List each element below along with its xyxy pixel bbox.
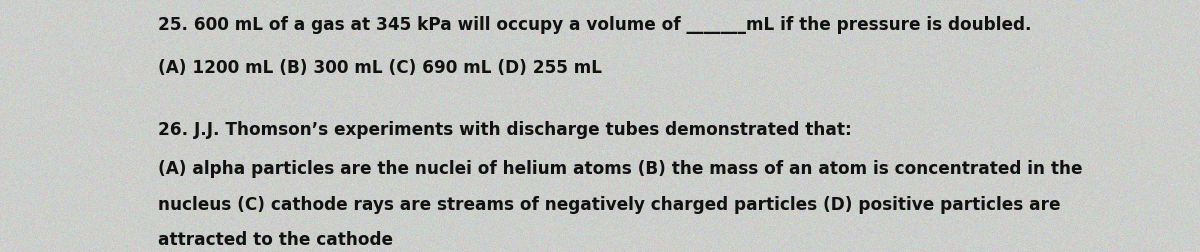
Text: nucleus (C) cathode rays are streams of negatively charged particles (D) positiv: nucleus (C) cathode rays are streams of …: [158, 195, 1061, 213]
Text: 26. J.J. Thomson’s experiments with discharge tubes demonstrated that:: 26. J.J. Thomson’s experiments with disc…: [158, 121, 852, 139]
Text: attracted to the cathode: attracted to the cathode: [158, 230, 394, 248]
Text: 25. 600 mL of a gas at 345 kPa will occupy a volume of _______mL if the pressure: 25. 600 mL of a gas at 345 kPa will occu…: [158, 16, 1032, 34]
Text: (A) alpha particles are the nuclei of helium atoms (B) the mass of an atom is co: (A) alpha particles are the nuclei of he…: [158, 160, 1082, 178]
Text: (A) 1200 mL (B) 300 mL (C) 690 mL (D) 255 mL: (A) 1200 mL (B) 300 mL (C) 690 mL (D) 25…: [158, 59, 602, 77]
